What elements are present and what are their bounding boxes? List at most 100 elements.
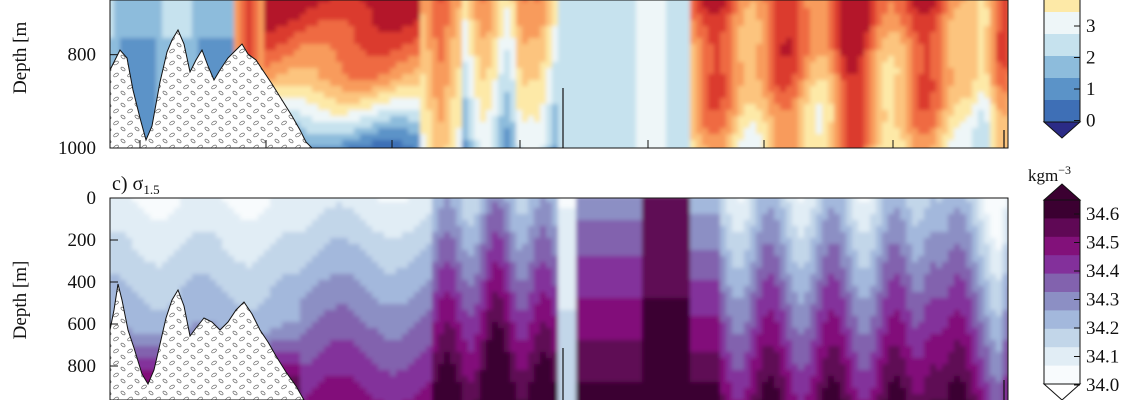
heatmap-cell [810,80,817,87]
heatmap-cell [918,80,925,87]
heatmap-cell [912,38,919,45]
heatmap-cell [690,110,697,117]
heatmap-cell [942,38,949,45]
heatmap-cell [876,2,883,9]
heatmap-cell [300,38,307,45]
heatmap-cell [840,44,847,51]
heatmap-cell [576,62,583,69]
heatmap-cell [954,14,961,21]
heatmap-cell [240,292,247,299]
heatmap-cell [366,20,373,27]
heatmap-cell [132,8,139,15]
heatmap-cell [126,304,133,311]
heatmap-cell [918,68,925,75]
heatmap-cell [882,80,889,87]
heatmap-cell [384,2,391,9]
heatmap-cell [264,56,271,63]
heatmap-cell [420,38,427,45]
heatmap-cell [318,50,325,57]
heatmap-cell [588,92,595,99]
heatmap-cell [294,80,301,87]
heatmap-cell [918,20,925,27]
heatmap-cell [366,74,373,81]
heatmap-cell [408,56,415,63]
heatmap-cell [732,74,739,81]
heatmap-cell [462,146,469,153]
heatmap-cell [960,32,967,39]
heatmap-cell [708,98,715,105]
heatmap-cell [690,104,697,111]
heatmap-cell [318,128,325,135]
heatmap-cell [390,8,397,15]
heatmap-cell [246,244,253,251]
heatmap-cell [618,38,625,45]
colorbar-segment [1044,0,1080,12]
heatmap-cell [162,214,169,221]
heatmap-cell [906,14,913,21]
heatmap-cell [150,26,157,33]
heatmap-cell [618,8,625,15]
heatmap-cell [144,238,151,245]
heatmap-cell [126,286,133,293]
heatmap-cell [732,14,739,21]
heatmap-cell [210,44,217,51]
heatmap-cell [234,20,241,27]
heatmap-cell [996,74,1003,81]
heatmap-cell [516,110,523,117]
heatmap-cell [468,8,475,15]
heatmap-cell [822,128,829,135]
heatmap-cell [114,32,121,39]
heatmap-cell [120,232,127,239]
heatmap-cell [654,110,661,117]
heatmap-cell [138,268,145,275]
heatmap-cell [582,110,589,117]
heatmap-cell [954,110,961,117]
heatmap-cell [648,2,655,9]
heatmap-cell [336,8,343,15]
heatmap-cell [150,220,157,227]
heatmap-cell [306,74,313,81]
heatmap-cell [642,110,649,117]
heatmap-cell [150,298,157,305]
heatmap-cell [564,62,571,69]
heatmap-cell [666,8,673,15]
heatmap-cell [492,14,499,21]
heatmap-cell [504,104,511,111]
heatmap-cell [162,232,169,239]
heatmap-cell [564,116,571,123]
heatmap-cell [744,74,751,81]
heatmap-cell [174,196,181,203]
heatmap-cell [252,32,259,39]
heatmap-cell [690,44,697,51]
heatmap-cell [594,62,601,69]
heatmap-cell [936,38,943,45]
heatmap-cell [456,50,463,57]
heatmap-cell [798,86,805,93]
heatmap-cell [138,232,145,239]
heatmap-cell [642,68,649,75]
heatmap-cell [954,2,961,9]
heatmap-cell [798,50,805,57]
heatmap-cell [408,74,415,81]
heatmap-cell [972,14,979,21]
heatmap-cell [702,68,709,75]
heatmap-cell [786,2,793,9]
heatmap-cell [510,20,517,27]
heatmap-cell [516,80,523,87]
heatmap-cell [678,98,685,105]
heatmap-cell [564,104,571,111]
heatmap-cell [402,134,409,141]
heatmap-cell [582,26,589,33]
heatmap-cell [990,56,997,63]
heatmap-cell [534,50,541,57]
heatmap-cell [222,14,229,21]
heatmap-cell [330,104,337,111]
heatmap-cell [816,104,823,111]
heatmap-cell [774,14,781,21]
heatmap-cell [168,244,175,251]
heatmap-cell [564,74,571,81]
heatmap-cell [696,122,703,129]
heatmap-cell [528,86,535,93]
heatmap-cell [228,8,235,15]
heatmap-cell [726,32,733,39]
